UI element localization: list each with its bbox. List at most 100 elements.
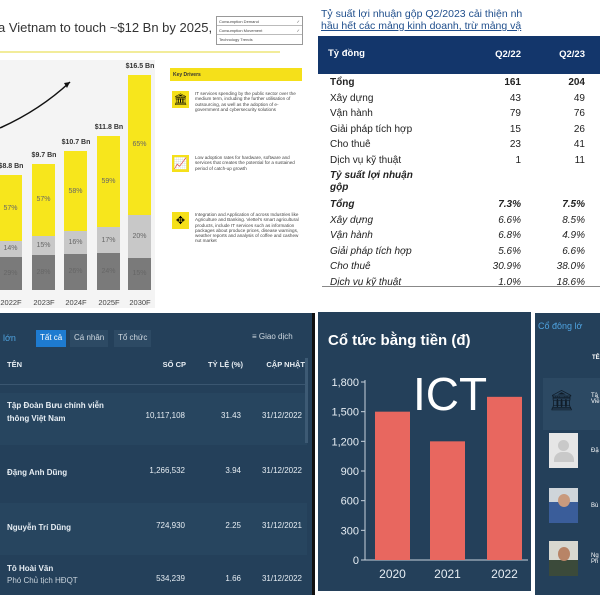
bar-total-label: $9.7 Bn xyxy=(31,151,57,159)
major-shareholders-panel: lớn Tất cả Cá nhân Tổ chức ≡ Giao dịch T… xyxy=(0,313,315,595)
tab-organization[interactable]: Tổ chức xyxy=(114,330,152,347)
stacked-bar-2022F: 29% 14% 57% xyxy=(0,175,22,290)
bar-segment: 28% xyxy=(32,254,55,290)
q222-value: 6.8% xyxy=(498,230,521,241)
bank-icon: 🏛 xyxy=(549,390,575,412)
row-label: Cho thuê xyxy=(330,139,371,150)
bar-segment: 57% xyxy=(0,175,22,241)
update-date: 31/12/2022 xyxy=(261,466,302,475)
q222-value: 30.9% xyxy=(492,261,521,272)
shareholders-right-panel: Cổ đông lớ TÊ 🏛 Tậ Viễ Đặ Bù Ng Ph xyxy=(535,313,600,595)
row-label: Giải pháp tích hợp xyxy=(330,245,412,257)
y-tick-label: 1,200 xyxy=(331,436,359,448)
sub: Ph xyxy=(591,559,599,565)
x-tick-label: 2023F xyxy=(33,298,55,307)
row-label: Xây dựng xyxy=(330,214,374,226)
y-tick-label: 600 xyxy=(341,496,359,508)
bar-segment: 58% xyxy=(64,150,87,232)
x-tick-label: 2022F xyxy=(0,298,22,307)
row-text: Bù xyxy=(591,503,599,509)
table-bottom-rule xyxy=(322,286,600,287)
col-ratio: TỶ LỆ (%) xyxy=(208,360,243,369)
shareholder-row[interactable]: Nguyễn Trí Dũng 724,930 2.25 31/12/2021 xyxy=(0,503,307,555)
q223-value: 18.6% xyxy=(556,276,585,288)
x-tick-label: 2024F xyxy=(65,298,87,307)
header-unit: Tỷ đồng xyxy=(328,48,365,59)
shareholder-name[interactable]: Đặng Anh Dũng xyxy=(7,468,68,477)
gross-margin-panel: Tỷ suất lợi nhuận gộp Q2/2023 cải thiện … xyxy=(318,0,600,290)
driver-item: ✥ Integration and Application of across I… xyxy=(172,212,302,244)
y-tick-label: 300 xyxy=(341,525,359,537)
bar-segment: 65% xyxy=(128,75,151,215)
table-row: Cho thuê 30.9% 38.0% xyxy=(318,260,600,275)
driver-text: Integration and Application of across In… xyxy=(195,212,299,244)
ratio: 31.43 xyxy=(220,411,241,420)
header-q223: Q2/23 xyxy=(559,49,585,60)
ict-watermark: ICT xyxy=(413,368,488,420)
table-row: Cho thuê 23 41 xyxy=(318,138,600,153)
table-row: Dịch vụ kỹ thuật 1 11 xyxy=(318,154,600,169)
bar-segment: 29% xyxy=(0,256,22,290)
shareholder-row[interactable]: Tập Đoàn Bưu chính viễn thông Việt Nam 10… xyxy=(0,393,307,445)
bar-segment: 26% xyxy=(64,253,87,290)
shareholder-title: Phó Chủ tịch HĐQT xyxy=(7,576,78,585)
x-tick-label: 2022 xyxy=(491,567,518,581)
q222-value: 161 xyxy=(504,77,521,88)
margin-title: Tỷ suất lợi nhuận gộp Q2/2023 cải thiện … xyxy=(321,8,522,32)
header-divider xyxy=(0,384,307,385)
row-text: Đặ xyxy=(591,448,599,454)
row-label: Tỷ suất lợi nhuận gộp xyxy=(330,170,413,193)
shareholder-name[interactable]: Tô Hoài Văn xyxy=(7,564,54,573)
photo-avatar xyxy=(549,541,578,576)
update-date: 31/12/2022 xyxy=(261,411,302,420)
tab-individual[interactable]: Cá nhân xyxy=(70,330,109,347)
key-drivers-header: Key Drivers xyxy=(170,68,302,81)
shares: 724,930 xyxy=(156,521,185,530)
ratio: 2.25 xyxy=(225,521,241,530)
table-row: Tổng 161 204 xyxy=(318,76,600,91)
stacked-bar-2030F: 15% 20% 65% xyxy=(128,75,151,290)
driver-text: Low adoption rates for hardware, softwar… xyxy=(195,155,295,171)
shares: 1,266,532 xyxy=(149,466,185,475)
tab-all[interactable]: Tất cả xyxy=(36,330,67,347)
check-icon: ✓ xyxy=(296,19,300,24)
shareholder-name[interactable]: Nguyễn Trí Dũng xyxy=(7,523,71,532)
row-text: Ng Ph xyxy=(591,553,599,565)
shares: 10,117,108 xyxy=(145,411,185,420)
scrollbar[interactable] xyxy=(305,358,308,443)
y-tick-label: 900 xyxy=(341,466,359,478)
ratio: 3.94 xyxy=(225,466,241,475)
shareholder-row[interactable]: Tô Hoài Văn Phó Chủ tịch HĐQT 534,239 1.66… xyxy=(0,556,307,595)
bar-total-label: $10.7 Bn xyxy=(61,138,91,146)
transactions-link[interactable]: ≡ Giao dịch xyxy=(252,332,293,341)
q223-value: 11 xyxy=(574,154,585,166)
q223-value: 38.0% xyxy=(556,261,585,272)
q222-value: 15 xyxy=(509,123,521,135)
col-name: TÊN xyxy=(7,360,22,369)
q222-value: 1 xyxy=(515,154,521,166)
q222-value: 79 xyxy=(509,108,521,119)
q222-value: 7.3% xyxy=(498,199,521,210)
sub: Viễ xyxy=(591,399,600,405)
col-updated: CẬP NHẬT xyxy=(266,360,305,369)
col-name: TÊ xyxy=(592,355,600,361)
bar-segment: 20% xyxy=(128,214,151,258)
q222-value: 23 xyxy=(509,139,521,150)
q222-value: 1.0% xyxy=(498,276,521,288)
shareholder-name[interactable]: Tập Đoàn Bưu chính viễn thông Việt Nam xyxy=(7,401,104,423)
row-label: Vận hành xyxy=(330,230,373,241)
table-row: Tỷ suất lợi nhuận gộp xyxy=(318,169,600,197)
x-tick-label: 2021 xyxy=(434,567,461,581)
checklist-row: Technology Trends xyxy=(217,35,302,44)
row-label: Dịch vụ kỹ thuật xyxy=(330,154,402,166)
col-shares: SỐ CP xyxy=(162,360,186,369)
stacked-bar-2024F: 26% 16% 58% xyxy=(64,150,87,290)
table-header: Tỷ đồng Q2/22 Q2/23 xyxy=(318,36,600,74)
title-line: Tỷ suất lợi nhuận gộp Q2/2023 cải thiện … xyxy=(321,8,523,20)
shareholder-row[interactable]: Đặng Anh Dũng 1,266,532 3.94 31/12/2022 xyxy=(0,448,307,500)
ratio: 1.66 xyxy=(225,574,241,583)
header-q222: Q2/22 xyxy=(495,49,521,60)
panel-title: Cổ đông lớ xyxy=(538,321,583,331)
checklist-label: Consumption Demand xyxy=(219,19,259,24)
row-label: Dịch vụ kỹ thuật xyxy=(330,276,402,288)
